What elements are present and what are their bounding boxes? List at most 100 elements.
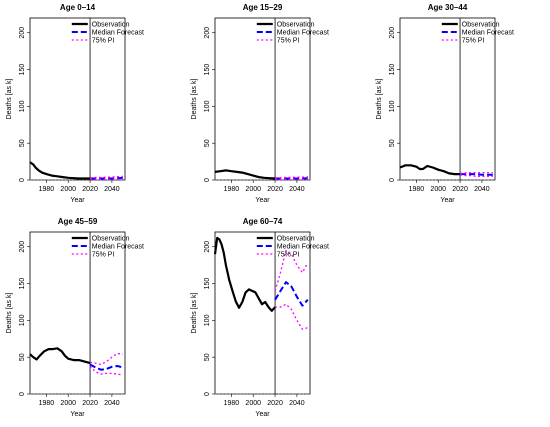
legend-label: 75% PI	[92, 252, 115, 259]
series-line-75-pi	[460, 174, 493, 177]
chart-panel-2: Age 15–29 1980 2000 2020 2040 0 50 100 150 200 Yea…	[191, 3, 329, 204]
chart-title: Age 45–59	[58, 217, 98, 226]
y-tick-label: 200	[19, 27, 26, 39]
x-tick-label: 1980	[39, 186, 55, 193]
x-tick-label: 1980	[39, 400, 55, 407]
legend-label: 75% PI	[277, 252, 300, 259]
y-tick-label: 0	[389, 178, 396, 182]
chart-panel-3: Age 30–44 1980 2000 2020 2040 0 50 100 150 200 Yea…	[376, 3, 514, 204]
series-line-75-pi	[460, 171, 493, 175]
legend-label: Observation	[277, 22, 315, 29]
series-line-75-pi	[90, 352, 123, 366]
y-tick-label: 0	[19, 392, 26, 396]
y-tick-label: 150	[204, 278, 211, 290]
y-tick-label: 50	[204, 139, 211, 147]
x-tick-label: 1980	[224, 186, 240, 193]
plot-frame	[214, 231, 311, 395]
legend-label: 75% PI	[92, 38, 115, 45]
legend-label: 75% PI	[277, 38, 300, 45]
x-tick-label: 2000	[60, 186, 76, 193]
y-tick-label: 150	[19, 64, 26, 76]
y-tick-label: 50	[204, 353, 211, 361]
legend-label: Observation	[92, 22, 130, 29]
y-axis-label: Deaths [as k]	[6, 293, 13, 334]
y-tick-label: 0	[204, 178, 211, 182]
x-axis-label: Year	[440, 197, 455, 204]
x-tick-label: 2000	[430, 186, 446, 193]
y-tick-label: 100	[389, 100, 396, 112]
y-tick-label: 50	[19, 139, 26, 147]
series-line-75-pi	[90, 175, 123, 179]
x-tick-label: 2020	[452, 186, 468, 193]
y-tick-label: 200	[389, 27, 396, 39]
legend-label: Median Forecast	[462, 30, 514, 37]
y-tick-label: 150	[19, 278, 26, 290]
series-line-median-forecast	[460, 173, 493, 176]
x-tick-label: 2020	[267, 400, 283, 407]
y-tick-label: 100	[19, 100, 26, 112]
chart-title: Age 15–29	[243, 3, 283, 12]
legend-label: Observation	[277, 236, 315, 243]
chart-panel-5: Age 60–74 1980 2000 2020 2040 0 50 100 150 200 Yea…	[191, 217, 329, 418]
series-line-75-pi	[274, 249, 309, 292]
series-line-median-forecast	[89, 363, 124, 371]
y-axis-label: Deaths [as k]	[376, 79, 383, 120]
series-line-75-pi	[89, 365, 123, 376]
legend-label: Median Forecast	[277, 244, 329, 251]
y-tick-label: 100	[204, 100, 211, 112]
x-tick-label: 2020	[82, 186, 98, 193]
x-axis-label: Year	[70, 197, 85, 204]
legend-label: Observation	[462, 22, 500, 29]
chart-panel-4: Age 45–59 1980 2000 2020 2040 0 50 100 150 200 Yea…	[6, 217, 144, 418]
plot-frame	[214, 17, 311, 181]
x-tick-label: 2040	[289, 186, 305, 193]
legend-label: Median Forecast	[277, 30, 329, 37]
x-tick-label: 2000	[60, 400, 76, 407]
series-line-median-forecast	[274, 281, 309, 307]
x-tick-label: 1980	[409, 186, 425, 193]
x-tick-label: 2040	[104, 400, 120, 407]
series-line-observation	[29, 347, 91, 365]
legend-label: Median Forecast	[92, 244, 144, 251]
series-line-observation	[214, 169, 276, 180]
series-line-observation	[399, 164, 461, 176]
y-tick-label: 150	[204, 64, 211, 76]
y-axis-label: Deaths [as k]	[191, 79, 198, 120]
y-tick-label: 200	[19, 241, 26, 253]
series-line-observation	[29, 161, 91, 180]
plot-frame	[29, 231, 126, 395]
x-tick-label: 2020	[267, 186, 283, 193]
legend-label: 75% PI	[462, 38, 485, 45]
y-tick-label: 0	[19, 178, 26, 182]
y-axis-label: Deaths [as k]	[6, 79, 13, 120]
x-tick-label: 2000	[245, 400, 261, 407]
series-line-75-pi	[275, 176, 308, 179]
x-tick-label: 2000	[245, 186, 261, 193]
x-tick-label: 2020	[82, 400, 98, 407]
y-tick-label: 150	[389, 64, 396, 76]
series-line-observation	[213, 236, 276, 312]
chart-title: Age 30–44	[428, 3, 468, 12]
plot-frame	[29, 17, 126, 181]
series-line-median-forecast	[90, 176, 123, 180]
y-tick-label: 50	[389, 139, 396, 147]
legend-label: Median Forecast	[92, 30, 144, 37]
chart-title: Age 0–14	[60, 3, 96, 12]
y-tick-label: 0	[204, 392, 211, 396]
x-axis-label: Year	[70, 411, 85, 418]
chart-panel-1: Age 0–14 1980 2000 2020 2040 0 50 100 150 200 Year…	[6, 3, 144, 204]
x-tick-label: 1980	[224, 400, 240, 407]
y-tick-label: 100	[204, 314, 211, 326]
chart-title: Age 60–74	[243, 217, 283, 226]
x-tick-label: 2040	[104, 186, 120, 193]
x-axis-label: Year	[255, 197, 270, 204]
y-tick-label: 200	[204, 27, 211, 39]
series-line-75-pi	[275, 303, 308, 330]
y-tick-label: 200	[204, 241, 211, 253]
legend-label: Observation	[92, 236, 130, 243]
y-tick-label: 50	[19, 353, 26, 361]
plot-frame	[399, 17, 496, 181]
x-tick-label: 2040	[474, 186, 490, 193]
y-axis-label: Deaths [as k]	[191, 293, 198, 334]
